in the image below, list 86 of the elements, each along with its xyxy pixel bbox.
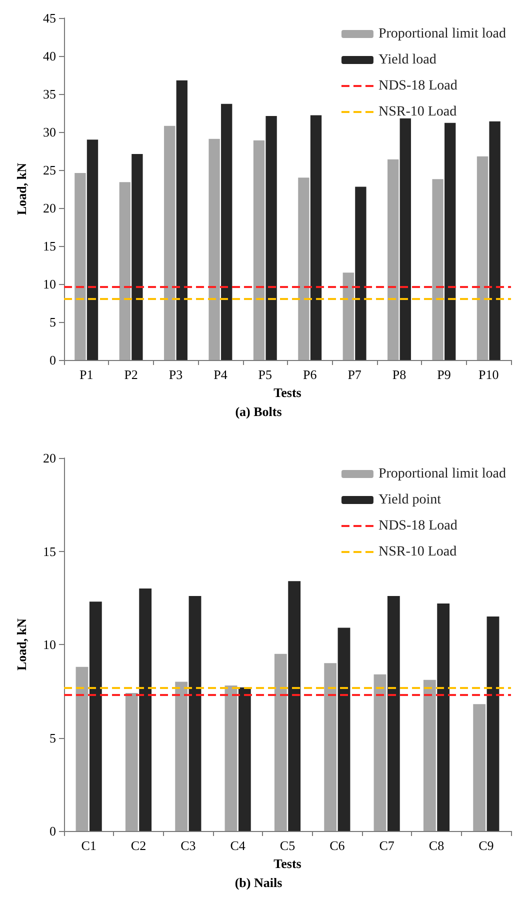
y-tick-label: 30 (43, 124, 56, 140)
x-tick-label: P5 (258, 367, 272, 382)
x-tick-label: C8 (428, 838, 444, 853)
bar (432, 179, 444, 360)
bar (486, 616, 500, 831)
y-tick-label: 10 (43, 637, 56, 652)
x-tick-label: P3 (168, 367, 183, 382)
y-tick-label: 20 (43, 200, 56, 216)
legend-label: NSR-10 Load (378, 104, 457, 120)
x-axis-title: Tests (274, 385, 302, 400)
bar (139, 588, 152, 831)
bar (387, 596, 400, 831)
bar (125, 692, 138, 831)
x-tick-label: P1 (79, 367, 94, 382)
legend-label: NDS-18 Load (378, 78, 458, 94)
bar (176, 80, 188, 360)
y-tick-label: 20 (43, 450, 56, 466)
y-tick-label: 35 (43, 86, 56, 102)
legend-label: Proportional limit load (378, 466, 506, 482)
bar (476, 156, 488, 360)
bar (342, 272, 354, 360)
x-tick-label: C6 (330, 838, 346, 853)
bar (444, 122, 456, 360)
bar (238, 687, 251, 831)
bar (86, 140, 98, 360)
bar (400, 118, 411, 360)
x-tick-label: P4 (214, 367, 228, 382)
bar (473, 704, 486, 831)
bar (489, 121, 500, 360)
bar (188, 596, 202, 831)
legend-label: NDS-18 Load (378, 518, 458, 534)
y-axis-title: Load, kN (14, 618, 29, 671)
x-tick-label: C2 (130, 838, 146, 853)
y-tick-label: 5 (50, 314, 56, 330)
text: (b) Nails (234, 875, 282, 890)
bar (74, 173, 86, 360)
y-tick-label: 25 (43, 162, 56, 178)
x-tick-label: P9 (437, 367, 451, 382)
bar (164, 126, 176, 360)
y-tick-label: 15 (43, 544, 56, 559)
bar (324, 663, 337, 831)
bar (374, 674, 386, 831)
y-tick-label: 5 (50, 730, 56, 746)
bar (208, 138, 220, 360)
x-tick-label: P8 (392, 367, 406, 382)
x-tick-label: P6 (302, 367, 318, 382)
bar (423, 680, 436, 831)
x-tick-label: P2 (124, 367, 138, 382)
bar (253, 140, 265, 360)
y-axis-title: Load, kN (14, 162, 29, 216)
x-tick-label: P10 (478, 367, 499, 382)
bar (89, 602, 102, 831)
bar (132, 154, 143, 360)
y-tick-label: 0 (50, 824, 56, 838)
bar (355, 186, 366, 360)
legend-label: Proportional limit load (378, 26, 506, 42)
bar (437, 603, 450, 831)
bar (310, 115, 322, 360)
bar (119, 182, 130, 360)
x-axis-title: Tests (274, 856, 302, 871)
y-tick-label: 10 (43, 276, 56, 292)
bar (221, 104, 232, 360)
y-tick-label: 0 (50, 352, 56, 368)
x-tick-label: C4 (230, 838, 246, 853)
bar (274, 654, 287, 831)
x-tick-label: C9 (478, 838, 494, 853)
bar (288, 581, 301, 831)
x-tick-label: C5 (280, 838, 296, 853)
text: (a) Bolts (235, 404, 282, 419)
bar (388, 159, 399, 360)
bar (266, 116, 277, 360)
legend-label: Yield point (378, 492, 442, 508)
y-tick-label: 45 (43, 10, 56, 26)
legend-label: NSR-10 Load (378, 544, 457, 560)
y-tick-label: 15 (43, 238, 56, 254)
x-tick-label: C3 (180, 838, 196, 853)
bar (76, 666, 88, 831)
bar (224, 686, 238, 831)
bar (175, 682, 188, 831)
bar (298, 178, 310, 360)
x-tick-label: P7 (348, 367, 362, 382)
x-tick-label: C1 (81, 838, 96, 853)
y-tick-label: 40 (43, 48, 56, 64)
legend-label: Yield load (378, 52, 436, 68)
bar (338, 628, 350, 831)
x-tick-label: C7 (379, 838, 395, 853)
